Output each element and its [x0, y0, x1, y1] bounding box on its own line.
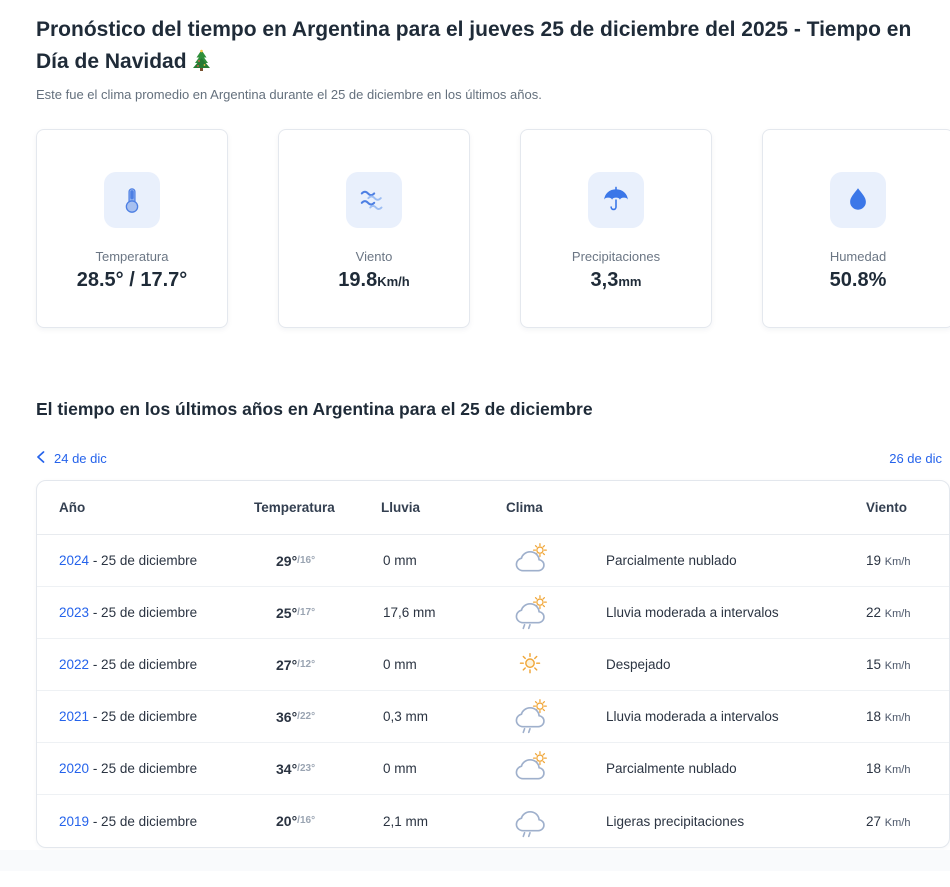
history-section-title: El tiempo en los últimos años en Argenti… [36, 399, 593, 419]
condition-cell: Ligeras precipitaciones [606, 813, 745, 829]
thermometer-icon [104, 172, 160, 228]
col-header-year: Año [59, 500, 86, 515]
wind-cell: 15 Km/h [866, 657, 911, 672]
year-cell: 2023 - 25 de diciembre [59, 605, 254, 620]
condition-cell: Despejado [606, 657, 671, 672]
table-row: 2024 - 25 de diciembre 29°/16° 0 mm Parcial… [37, 535, 949, 587]
year-cell: 2021 - 25 de diciembre [59, 709, 254, 724]
rain-sun-icon [506, 698, 606, 736]
condition-cell: Parcialmente nublado [606, 761, 737, 776]
col-header-weather: Clima [506, 500, 543, 515]
card-value: 19.8Km/h [338, 269, 410, 291]
date-suffix: - 25 de diciembre [92, 553, 198, 568]
temperature-cell: 36°/22° [276, 708, 316, 725]
page-title: Pronóstico del tiempo en Argentina para … [36, 14, 938, 80]
col-header-wind: Viento [866, 500, 908, 515]
year-link[interactable]: 2019 [59, 813, 90, 829]
rain-cell: 0 mm [383, 553, 417, 568]
condition-cell: Lluvia moderada a intervalos [606, 709, 779, 724]
history-table-header: Año Temperatura Lluvia Clima Viento [37, 481, 949, 535]
col-header-temperature: Temperatura [254, 500, 335, 515]
date-suffix: - 25 de diciembre [92, 709, 198, 724]
wind-cell: 18 Km/h [866, 709, 911, 724]
card-label: Temperatura [95, 249, 169, 264]
christmas-tree-icon [192, 49, 211, 81]
year-cell: 2020 - 25 de diciembre [59, 761, 254, 776]
date-suffix: - 25 de diciembre [92, 657, 198, 672]
chevron-left-icon [36, 451, 45, 466]
temperature-cell: 29°/16° [276, 552, 316, 569]
card-label: Humedad [829, 249, 887, 264]
card-value: 3,3mm [590, 269, 642, 291]
sun-icon [506, 646, 606, 684]
condition-cell: Parcialmente nublado [606, 553, 737, 568]
year-cell: 2024 - 25 de diciembre [59, 553, 254, 568]
next-day-link[interactable]: 26 de dic [889, 451, 942, 466]
card-value: 28.5° / 17.7° [76, 269, 188, 291]
year-link[interactable]: 2024 [59, 553, 90, 568]
page-content: Pronóstico del tiempo en Argentina para … [0, 14, 950, 848]
year-cell: 2019 - 25 de diciembre [59, 814, 254, 829]
wind-cell: 18 Km/h [866, 761, 911, 776]
wind-cell: 19 Km/h [866, 553, 911, 568]
table-row: 2023 - 25 de diciembre 25°/17° 17,6 mm Lluv… [37, 587, 949, 639]
rain-cell: 2,1 mm [383, 813, 429, 829]
table-row: 2020 - 25 de diciembre 34°/23° 0 mm Parcial… [37, 743, 949, 795]
date-suffix: - 25 de diciembre [92, 605, 198, 620]
temperature-cell: 27°/12° [276, 656, 316, 673]
year-link[interactable]: 2021 [59, 709, 90, 724]
condition-cell: Lluvia moderada a intervalos [606, 605, 779, 620]
rain-cell: 0 mm [383, 657, 417, 672]
rain-icon [506, 802, 606, 840]
date-navigation: 24 de dic 26 de dic [36, 451, 942, 466]
prev-day-link[interactable]: 24 de dic [36, 451, 107, 466]
card-label: Viento [355, 249, 393, 264]
water-drop-icon [830, 172, 886, 228]
temperature-cell: 34°/23° [276, 760, 316, 777]
summary-card-temperature: Temperatura 28.5° / 17.7° [36, 129, 228, 328]
card-label: Precipitaciones [571, 249, 661, 264]
umbrella-icon [588, 172, 644, 228]
wind-cell: 27 Km/h [866, 813, 911, 829]
temperature-cell: 25°/17° [276, 604, 316, 621]
temperature-cell: 20°/16° [276, 813, 316, 829]
year-cell: 2022 - 25 de diciembre [59, 657, 254, 672]
year-link[interactable]: 2022 [59, 657, 90, 672]
page-subtitle: Este fue el clima promedio en Argentina … [36, 87, 542, 102]
table-row: 2022 - 25 de diciembre 27°/12° 0 mm Despeja… [37, 639, 949, 691]
partly-cloudy-icon [506, 542, 606, 580]
wind-cell: 22 Km/h [866, 605, 911, 620]
date-suffix: - 25 de diciembre [92, 761, 198, 776]
history-table-body: 2024 - 25 de diciembre 29°/16° 0 mm Parcial… [37, 535, 949, 847]
rain-cell: 0,3 mm [383, 709, 429, 724]
card-value: 50.8% [829, 269, 887, 291]
summary-card-humidity: Humedad 50.8% [762, 129, 950, 328]
partly-cloudy-icon [506, 750, 606, 788]
rain-sun-icon [506, 594, 606, 632]
next-section-background [0, 850, 950, 871]
year-link[interactable]: 2023 [59, 605, 90, 620]
rain-cell: 17,6 mm [383, 605, 436, 620]
table-row: 2019 - 25 de diciembre 20°/16° 2,1 mm Liger… [37, 795, 949, 847]
wind-waves-icon [346, 172, 402, 228]
date-suffix: - 25 de diciembre [92, 813, 198, 829]
table-row: 2021 - 25 de diciembre 36°/22° 0,3 mm Lluvi… [37, 691, 949, 743]
history-table: Año Temperatura Lluvia Clima Viento 2024… [36, 480, 950, 848]
summary-card-wind: Viento 19.8Km/h [278, 129, 470, 328]
col-header-rain: Lluvia [381, 500, 421, 515]
page-title-text: Pronóstico del tiempo en Argentina para … [36, 18, 912, 73]
summary-card-precipitation: Precipitaciones 3,3mm [520, 129, 712, 328]
year-link[interactable]: 2020 [59, 761, 90, 776]
summary-cards-row: Temperatura 28.5° / 17.7° Viento 19.8Km/… [36, 129, 950, 328]
rain-cell: 0 mm [383, 761, 417, 776]
